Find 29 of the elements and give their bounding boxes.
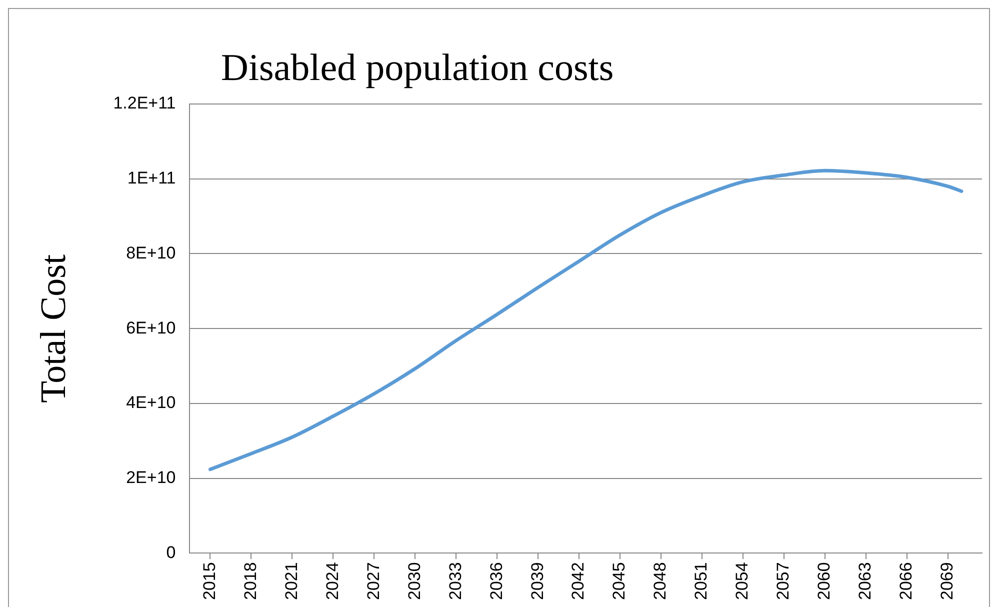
x-tick-label: 2030 — [404, 562, 424, 600]
y-axis-title: Total Cost — [33, 254, 74, 403]
x-tick-label: 2021 — [282, 562, 301, 600]
chart-title: Disabled population costs — [221, 47, 614, 89]
x-tick-label: 2042 — [568, 562, 588, 600]
x-tick-label: 2063 — [856, 562, 875, 600]
y-tick-label: 4E+10 — [126, 393, 176, 412]
y-tick-label: 0 — [166, 542, 176, 562]
x-tick-label: 2027 — [364, 562, 383, 600]
x-tick-label: 2051 — [692, 562, 711, 600]
x-tick-label: 2069 — [938, 562, 957, 600]
y-tick-label: 1E+11 — [127, 168, 176, 188]
y-tick-label: 2E+10 — [126, 468, 176, 488]
x-tick-label: 2024 — [322, 562, 342, 600]
y-tick-label: 8E+10 — [126, 243, 176, 262]
x-tick-label: 2045 — [610, 562, 629, 600]
x-tick-label: 2048 — [650, 562, 670, 600]
x-tick-label: 2036 — [486, 562, 506, 600]
y-tick-label: 1.2E+11 — [113, 94, 176, 113]
x-tick-label: 2054 — [732, 562, 752, 600]
x-tick-label: 2039 — [528, 562, 547, 600]
y-tick-label: 6E+10 — [126, 318, 176, 338]
line-series — [208, 168, 964, 472]
x-tick-label: 2015 — [200, 562, 219, 600]
x-tick-label: 2060 — [814, 562, 834, 600]
x-tick-label: 2057 — [774, 562, 793, 600]
x-tick-label: 2018 — [240, 562, 260, 600]
x-tick-label: 2066 — [896, 562, 916, 600]
x-tick-label: 2033 — [446, 562, 465, 600]
